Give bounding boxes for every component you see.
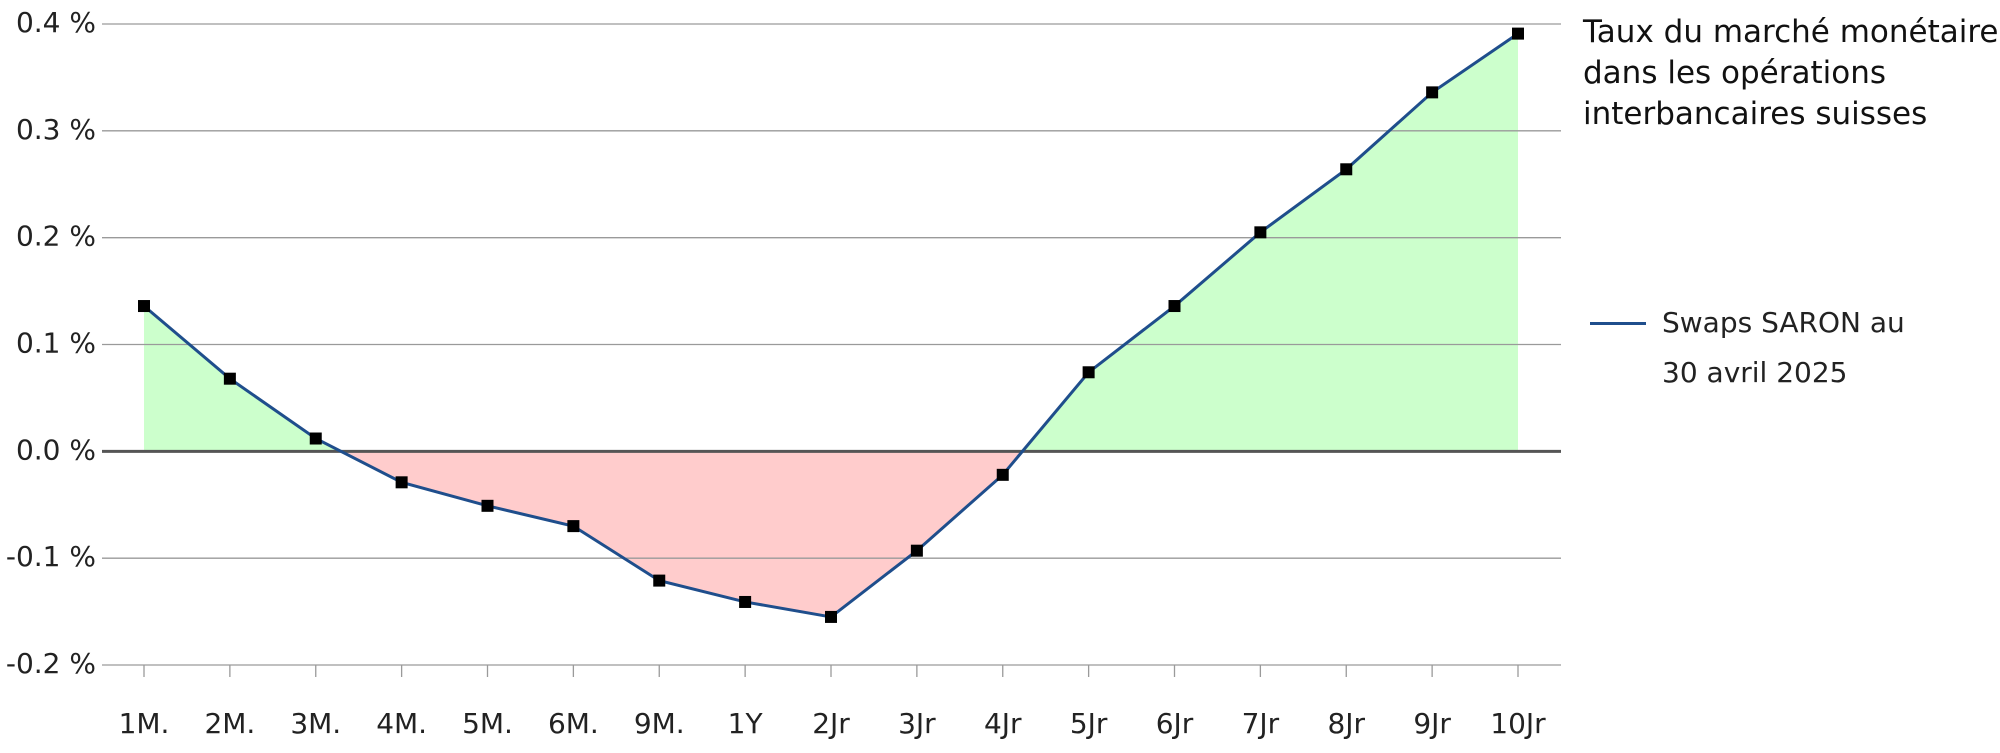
point-marker (1168, 300, 1181, 313)
chart-title: Taux du marché monétaire dans les opérat… (1583, 14, 1999, 132)
legend-swatch (1590, 322, 1646, 325)
y-tick-label: 0.4 % (16, 6, 96, 39)
x-tick-label: 2Jr (812, 707, 850, 740)
point-marker (996, 468, 1009, 481)
x-tick-label: 6Jr (1156, 707, 1194, 740)
point-marker (481, 499, 494, 512)
point-marker (309, 432, 322, 445)
y-tick-label: 0.2 % (16, 220, 96, 253)
point-marker (567, 520, 580, 533)
point-marker (739, 595, 752, 608)
x-tick-label: 1M. (119, 707, 170, 740)
area-negative (340, 451, 1023, 617)
y-tick-label: -0.2 % (6, 647, 96, 680)
x-tick-label: 4M. (376, 707, 427, 740)
point-marker (1512, 27, 1524, 40)
y-tick-label: -0.1 % (6, 540, 96, 573)
point-marker (1340, 163, 1353, 176)
x-tick-label: 6M. (548, 707, 599, 740)
x-tick-label: 9M. (634, 707, 685, 740)
x-tick-label: 1Y (728, 707, 764, 740)
y-tick-label: 0.0 % (16, 433, 96, 466)
point-marker (825, 610, 837, 623)
x-tick-label: 2M. (204, 707, 255, 740)
point-marker (1082, 366, 1095, 379)
area-positive (144, 33, 1518, 452)
x-tick-label: 3Jr (898, 707, 936, 740)
x-tick-label: 10Jr (1490, 707, 1546, 740)
x-tick-label: 9Jr (1413, 707, 1451, 740)
point-marker (910, 544, 923, 557)
x-tick-label: 8Jr (1327, 707, 1365, 740)
x-tick-label: 5M. (462, 707, 513, 740)
x-tick-label: 7Jr (1242, 707, 1280, 740)
point-marker (395, 476, 408, 489)
point-marker (138, 300, 150, 313)
y-tick-label: 0.3 % (16, 113, 96, 146)
legend-label: Swaps SARON au 30 avril 2025 (1662, 306, 1905, 389)
point-marker (653, 574, 666, 587)
y-tick-label: 0.1 % (16, 327, 96, 360)
x-tick-label: 3M. (290, 707, 341, 740)
x-tick-label: 4Jr (984, 707, 1022, 740)
point-marker (223, 372, 236, 385)
x-tick-label: 5Jr (1070, 707, 1108, 740)
point-marker (1426, 86, 1439, 99)
point-marker (1254, 226, 1267, 239)
